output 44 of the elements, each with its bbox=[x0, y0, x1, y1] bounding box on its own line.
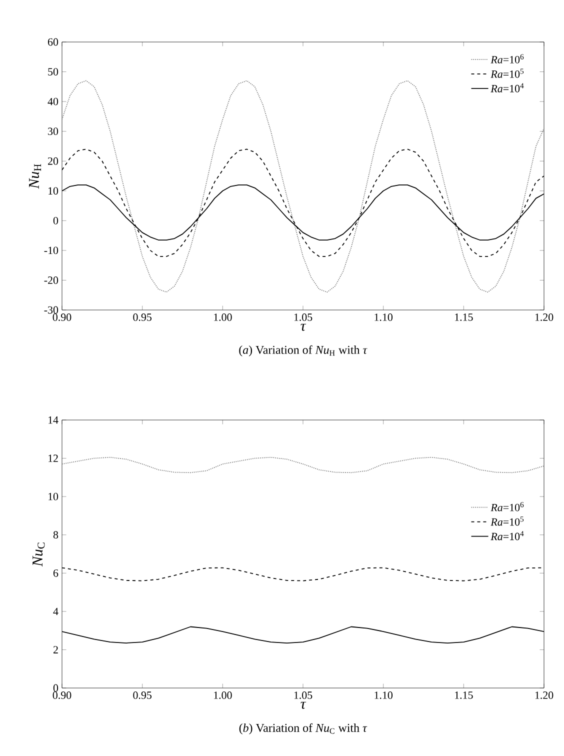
x-tick-label: 1.10 bbox=[374, 692, 393, 699]
legend-label: Ra=10$^{4}$ bbox=[490, 531, 524, 540]
y-tick-label: 4 bbox=[53, 608, 58, 616]
y-tick-label: 6 bbox=[53, 569, 58, 577]
text: (b) Variation of Nu$_{C}$ with τ bbox=[239, 723, 368, 734]
legend-label: Ra=10$^{5}$ bbox=[490, 516, 524, 526]
y-tick-label: 0 bbox=[53, 216, 58, 224]
x-tick-label: 1.10 bbox=[374, 314, 393, 321]
y-axis-title: Nu$_{C}$ bbox=[32, 542, 45, 567]
x-tick-label: 0.95 bbox=[133, 692, 152, 699]
x-tick-label: 0.90 bbox=[52, 314, 72, 321]
y-tick-label: 12 bbox=[48, 454, 58, 462]
x-tick-label: 1.15 bbox=[455, 692, 473, 699]
legend-label: Ra=10$^{6}$ bbox=[490, 502, 524, 512]
x-tick-label: 1.05 bbox=[294, 314, 312, 321]
y-tick-label: 8 bbox=[53, 531, 58, 539]
y-tick-label: 20 bbox=[48, 157, 58, 165]
legend-label: Ra=10$^{5}$ bbox=[490, 68, 524, 78]
y-tick-label: 50 bbox=[48, 68, 58, 76]
text: (a) Variation of Nu$_{H}$ with τ bbox=[239, 345, 368, 356]
x-axis-title: τ bbox=[300, 702, 306, 709]
x-tick-label: 1.00 bbox=[214, 692, 232, 699]
x-tick-label: 1.05 bbox=[294, 692, 312, 699]
y-axis-title: Nu$_{H}$ bbox=[29, 164, 42, 189]
x-axis-title: τ bbox=[300, 324, 306, 331]
y-tick-label: 0 bbox=[53, 684, 58, 692]
y-tick-label: 10 bbox=[48, 492, 58, 500]
y-tick-label: 60 bbox=[48, 38, 58, 46]
y-tick-label: 14 bbox=[48, 416, 58, 424]
y-tick-label: 10 bbox=[48, 187, 58, 195]
y-tick-label: 30 bbox=[48, 128, 58, 136]
legend-label: Ra=10$^{4}$ bbox=[490, 83, 524, 92]
x-tick-label: 0.90 bbox=[52, 692, 72, 699]
x-tick-label: 0.95 bbox=[133, 314, 152, 321]
y-tick-label: -10 bbox=[44, 246, 58, 254]
x-tick-label: 1.00 bbox=[214, 314, 232, 321]
x-tick-label: 1.20 bbox=[535, 314, 554, 321]
x-tick-label: 1.20 bbox=[535, 692, 554, 699]
y-tick-label: -20 bbox=[44, 276, 58, 284]
y-tick-label: 40 bbox=[48, 98, 58, 106]
y-tick-label: 2 bbox=[53, 646, 58, 654]
legend-label: Ra=10$^{6}$ bbox=[490, 54, 524, 64]
y-tick-label: -30 bbox=[44, 306, 58, 314]
x-tick-label: 1.15 bbox=[455, 314, 473, 321]
